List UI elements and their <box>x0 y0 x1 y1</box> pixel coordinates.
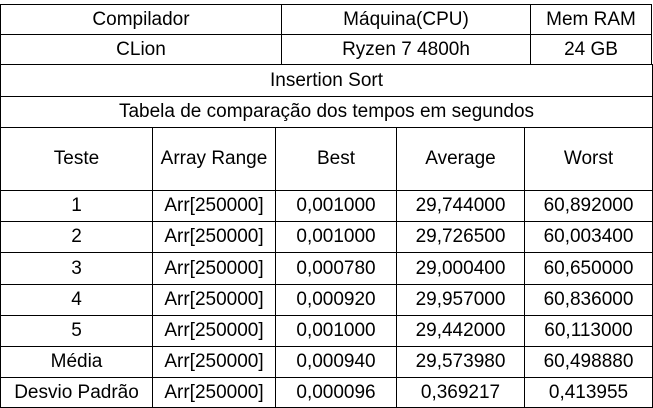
array-range-cell: Arr[250000] <box>152 377 275 408</box>
average-cell: 29,573980 <box>396 346 524 377</box>
array-range-cell: Arr[250000] <box>152 190 275 221</box>
best-cell: 0,001000 <box>275 315 396 346</box>
test-cell: Média <box>0 346 152 377</box>
column-header-worst: Worst <box>524 127 653 190</box>
column-header-best: Best <box>275 127 396 190</box>
average-cell: 29,957000 <box>396 284 524 315</box>
test-cell: Desvio Padrão <box>0 377 152 408</box>
table-row: 1 Arr[250000] 0,001000 29,744000 60,8920… <box>0 190 653 221</box>
table-row: 3 Arr[250000] 0,000780 29,000400 60,6500… <box>0 252 653 284</box>
best-cell: 0,000920 <box>275 284 396 315</box>
average-cell: 29,726500 <box>396 221 524 252</box>
worst-cell: 60,650000 <box>524 252 653 284</box>
column-header-average: Average <box>396 127 524 190</box>
best-cell: 0,001000 <box>275 221 396 252</box>
header-value-row: CLion Ryzen 7 4800h 24 GB <box>0 34 653 64</box>
column-header-row: Teste Array Range Best Average Worst <box>0 127 653 190</box>
best-cell: 0,000780 <box>275 252 396 284</box>
table-row: 4 Arr[250000] 0,000920 29,957000 60,8360… <box>0 284 653 315</box>
machine-value: Ryzen 7 4800h <box>281 34 530 64</box>
algorithm-title: Insertion Sort <box>0 64 653 96</box>
table-caption: Tabela de comparação dos tempos em segun… <box>0 96 653 127</box>
test-cell: 1 <box>0 190 152 221</box>
compiler-label: Compilador <box>0 4 281 34</box>
array-range-cell: Arr[250000] <box>152 284 275 315</box>
test-cell: 5 <box>0 315 152 346</box>
worst-cell: 60,003400 <box>524 221 653 252</box>
caption-row: Tabela de comparação dos tempos em segun… <box>0 96 653 127</box>
array-range-cell: Arr[250000] <box>152 221 275 252</box>
compiler-value: CLion <box>0 34 281 64</box>
average-cell: 29,744000 <box>396 190 524 221</box>
best-cell: 0,000096 <box>275 377 396 408</box>
test-cell: 2 <box>0 221 152 252</box>
header-label-row: Compilador Máquina(CPU) Mem RAM <box>0 4 653 34</box>
test-cell: 4 <box>0 284 152 315</box>
worst-cell: 0,413955 <box>524 377 653 408</box>
test-cell: 3 <box>0 252 152 284</box>
best-cell: 0,001000 <box>275 190 396 221</box>
worst-cell: 60,113000 <box>524 315 653 346</box>
machine-label: Máquina(CPU) <box>281 4 530 34</box>
array-range-cell: Arr[250000] <box>152 315 275 346</box>
array-range-cell: Arr[250000] <box>152 252 275 284</box>
algorithm-row: Insertion Sort <box>0 64 653 96</box>
average-cell: 0,369217 <box>396 377 524 408</box>
average-cell: 29,442000 <box>396 315 524 346</box>
ram-value: 24 GB <box>530 34 652 64</box>
worst-cell: 60,498880 <box>524 346 653 377</box>
array-range-cell: Arr[250000] <box>152 346 275 377</box>
table-row: Média Arr[250000] 0,000940 29,573980 60,… <box>0 346 653 377</box>
table-row: 2 Arr[250000] 0,001000 29,726500 60,0034… <box>0 221 653 252</box>
worst-cell: 60,892000 <box>524 190 653 221</box>
worst-cell: 60,836000 <box>524 284 653 315</box>
average-cell: 29,000400 <box>396 252 524 284</box>
table-row: Desvio Padrão Arr[250000] 0,000096 0,369… <box>0 377 653 408</box>
column-header-teste: Teste <box>0 127 152 190</box>
table-row: 5 Arr[250000] 0,001000 29,442000 60,1130… <box>0 315 653 346</box>
column-header-array-range: Array Range <box>152 127 275 190</box>
ram-label: Mem RAM <box>530 4 652 34</box>
best-cell: 0,000940 <box>275 346 396 377</box>
